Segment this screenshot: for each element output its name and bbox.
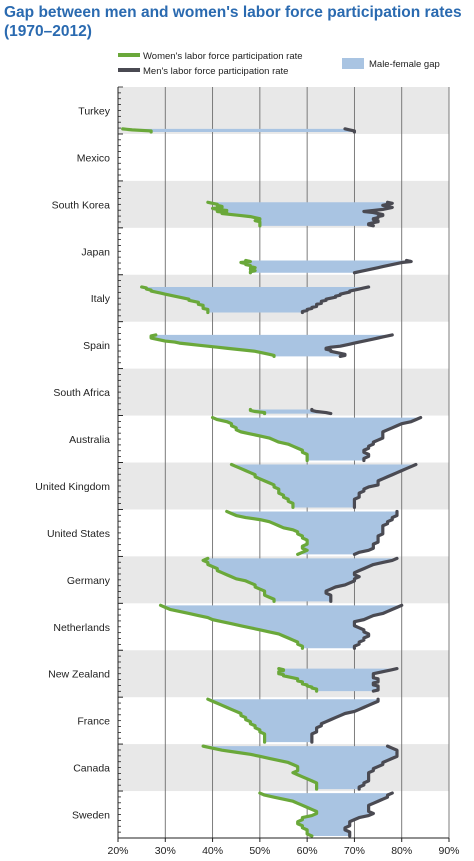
country-label-australia: Australia (69, 434, 110, 446)
legend-gap-swatch (342, 58, 364, 69)
country-label-germany: Germany (67, 575, 111, 587)
series-layer (121, 127, 423, 838)
axes: Turkey Mexico South Korea Japan Italy Spain So… (35, 86, 460, 857)
x-tick-label: 20% (107, 845, 128, 857)
women-line-turkey (121, 127, 153, 134)
gap-area-germany (203, 558, 397, 602)
women-line-united-states (225, 509, 309, 556)
country-label-united-states: United States (47, 528, 110, 540)
country-label-united-kingdom: United Kingdom (35, 481, 110, 493)
women-line-australia (210, 415, 309, 463)
men-line-south-korea (362, 200, 394, 228)
gap-area-turkey (122, 128, 355, 132)
x-tick-label: 30% (155, 845, 176, 857)
x-tick-label: 90% (438, 845, 459, 857)
x-tick-label: 70% (344, 845, 365, 857)
gap-area-france (207, 699, 379, 743)
gap-area-netherlands (160, 605, 402, 649)
men-line-australia (362, 415, 423, 463)
country-label-new-zealand: New Zealand (48, 669, 110, 681)
women-line-south-korea (206, 200, 262, 228)
men-line-france (310, 697, 380, 744)
country-label-japan: Japan (81, 246, 110, 258)
country-label-italy: Italy (91, 293, 111, 305)
men-line-turkey (343, 127, 357, 134)
men-line-italy (300, 285, 371, 315)
men-line-south-africa (310, 407, 333, 416)
men-line-germany (324, 556, 399, 603)
women-line-netherlands (158, 603, 305, 650)
country-label-turkey: Turkey (78, 105, 110, 117)
row-band (118, 368, 449, 416)
gap-area-spain (151, 334, 393, 357)
country-label-south-africa: South Africa (53, 387, 110, 399)
x-tick-label: 50% (249, 845, 270, 857)
women-line-south-africa (248, 407, 267, 416)
men-line-sweden (343, 791, 394, 838)
gap-area-canada (203, 746, 397, 790)
x-tick-label: 80% (391, 845, 412, 857)
country-label-sweden: Sweden (72, 810, 110, 822)
gap-area-sweden (259, 793, 393, 836)
country-label-france: France (77, 716, 110, 728)
men-line-canada (357, 744, 399, 791)
chart-title: Gap between men and women's labor force … (4, 4, 462, 40)
gap-area-united-kingdom (231, 464, 416, 508)
country-label-south-korea: South Korea (52, 199, 111, 211)
gap-area-united-states (226, 511, 397, 555)
men-line-spain (324, 333, 394, 359)
women-line-spain (149, 333, 276, 359)
women-line-united-kingdom (229, 462, 295, 510)
legend-men-label: Men's labor force participation rate (143, 66, 288, 77)
x-tick-label: 40% (202, 845, 223, 857)
country-label-mexico: Mexico (77, 152, 110, 164)
legend: Women's labor force participation rate M… (118, 51, 440, 77)
men-line-new-zealand (371, 667, 399, 693)
women-line-italy (140, 285, 210, 315)
legend-gap-label: Male-female gap (369, 59, 440, 70)
country-label-canada: Canada (73, 763, 110, 775)
men-line-united-kingdom (352, 462, 418, 510)
men-line-united-states (352, 509, 399, 556)
men-line-japan (352, 258, 413, 275)
men-line-netherlands (352, 603, 404, 650)
women-line-canada (201, 744, 319, 791)
country-label-spain: Spain (83, 340, 110, 352)
row-band (118, 87, 449, 134)
country-label-netherlands: Netherlands (53, 622, 110, 634)
women-line-france (206, 697, 267, 744)
women-line-sweden (258, 791, 319, 838)
women-line-japan (239, 258, 257, 275)
gap-area-south-korea (207, 202, 393, 226)
women-line-new-zealand (277, 667, 319, 693)
legend-women-label: Women's labor force participation rate (143, 51, 303, 62)
x-tick-label: 60% (297, 845, 318, 857)
gap-area-australia (212, 417, 421, 461)
women-line-germany (201, 556, 276, 603)
